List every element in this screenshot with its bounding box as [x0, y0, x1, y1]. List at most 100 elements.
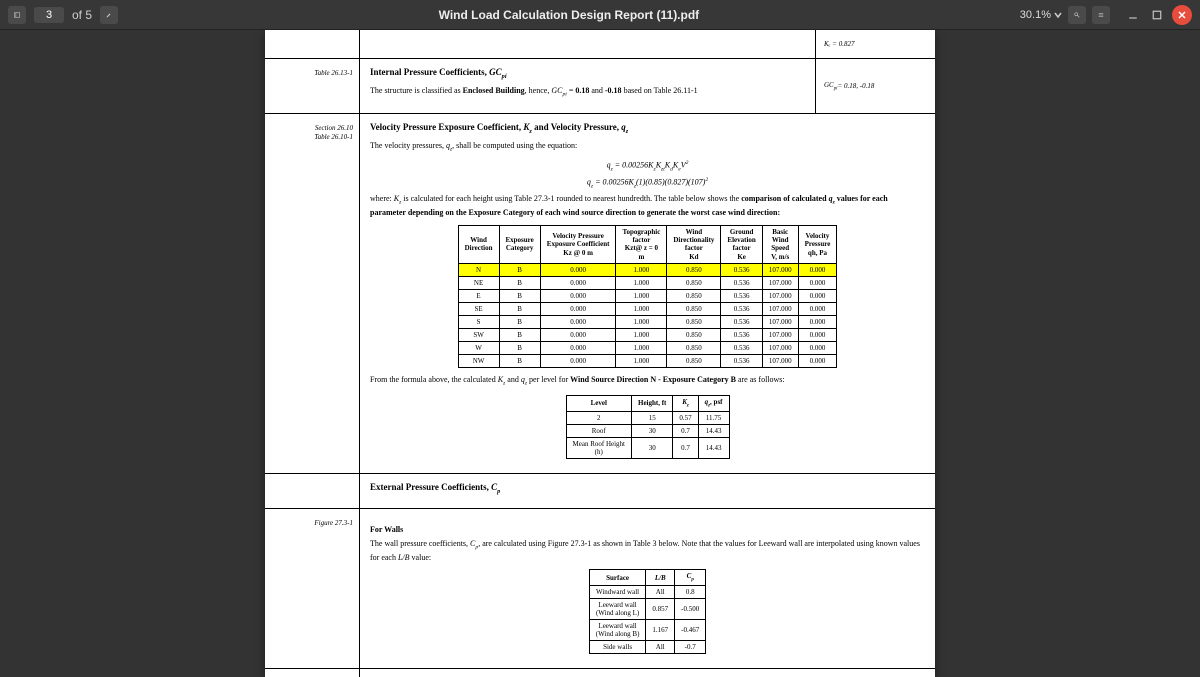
- table-header: Cp: [675, 570, 706, 586]
- page-count-label: of 5: [72, 8, 92, 22]
- table-cell: 107.000: [762, 329, 798, 342]
- table-cell: 0.850: [667, 303, 721, 316]
- table-cell: 1.000: [616, 355, 667, 368]
- table-cell: 0.536: [721, 303, 762, 316]
- equation: qz = 0.00256KzKztKdKeV2: [370, 160, 925, 172]
- table-cell: 0.7: [673, 437, 698, 458]
- table-cell: 0.7: [673, 424, 698, 437]
- table-cell: 15: [632, 411, 673, 424]
- table-cell: B: [499, 290, 540, 303]
- table-row: 2150.5711.75: [566, 411, 729, 424]
- table-cell: 107.000: [762, 290, 798, 303]
- table-cell: 1.000: [616, 316, 667, 329]
- pdf-toolbar: of 5 Wind Load Calculation Design Report…: [0, 0, 1200, 30]
- table-cell: 14.43: [698, 437, 729, 458]
- table-row: NB0.0001.0000.8500.536107.0000.000: [458, 264, 837, 277]
- zoom-level-label: 30.1%: [1020, 9, 1051, 21]
- table-cell: 107.000: [762, 277, 798, 290]
- table-cell: 107.000: [762, 316, 798, 329]
- side-reference: [265, 474, 360, 508]
- table-row: WB0.0001.0000.8500.536107.0000.000: [458, 342, 837, 355]
- side-reference: Section 26.10 Table 26.10-1: [265, 114, 360, 473]
- table-cell: 0.850: [667, 355, 721, 368]
- table-row: Side wallsAll-0.7: [589, 641, 706, 654]
- body-text: The wall pressure coefficients, Cp, are …: [370, 538, 925, 564]
- table-cell: 0.850: [667, 329, 721, 342]
- table-cell: 1.000: [616, 329, 667, 342]
- table-header: Velocity Pressure Exposure Coefficient K…: [540, 225, 616, 264]
- table-row: Mean Roof Height (h)300.714.43: [566, 437, 729, 458]
- table-cell: 0.536: [721, 264, 762, 277]
- table-cell: 0.000: [540, 277, 616, 290]
- table-cell: 0.000: [540, 355, 616, 368]
- section-walls: Figure 27.3-1 For Walls The wall pressur…: [265, 509, 935, 670]
- table-row: Windward wallAll0.8: [589, 586, 706, 599]
- body-text: where: Kz is calculated for each height …: [370, 193, 925, 219]
- zoom-dropdown[interactable]: 30.1%: [1020, 9, 1062, 21]
- body-text: The structure is classified as Enclosed …: [370, 85, 805, 99]
- edit-icon[interactable]: [100, 6, 118, 24]
- sub-heading: For Walls: [370, 525, 925, 534]
- section-external-pressure-heading: External Pressure Coefficients, Cp: [265, 474, 935, 509]
- side-reference: [265, 30, 360, 58]
- table-cell: 0.536: [721, 277, 762, 290]
- table-cell: 0.536: [721, 342, 762, 355]
- sidebar-toggle-icon[interactable]: [8, 6, 26, 24]
- table-cell: 1.000: [616, 277, 667, 290]
- table-cell: 0.536: [721, 316, 762, 329]
- document-title: Wind Load Calculation Design Report (11)…: [118, 8, 1020, 22]
- table-cell: 1.167: [646, 620, 675, 641]
- table-row: EB0.0001.0000.8500.536107.0000.000: [458, 290, 837, 303]
- table-header: Kz: [673, 395, 698, 411]
- table-cell: S: [458, 316, 499, 329]
- table-cell: 0.850: [667, 264, 721, 277]
- body-text: The velocity pressures, qz, shall be com…: [370, 140, 925, 154]
- section-heading: Velocity Pressure Exposure Coefficient, …: [370, 122, 925, 135]
- level-table: LevelHeight, ftKzqz, psf2150.5711.75Roof…: [566, 395, 730, 459]
- table-cell: 0.000: [798, 355, 837, 368]
- table-cell: Mean Roof Height (h): [566, 437, 632, 458]
- close-icon[interactable]: [1172, 5, 1192, 25]
- section-heading: External Pressure Coefficients, Cp: [370, 482, 925, 495]
- table-header: Wind Direction: [458, 225, 499, 264]
- table-cell: 0.000: [798, 264, 837, 277]
- side-reference: Figure 27.3-1: [265, 509, 360, 669]
- table-cell: 107.000: [762, 355, 798, 368]
- search-icon[interactable]: [1068, 6, 1086, 24]
- minimize-icon[interactable]: [1124, 6, 1142, 24]
- table-row: SWB0.0001.0000.8500.536107.0000.000: [458, 329, 837, 342]
- table-cell: 0.850: [667, 277, 721, 290]
- table-cell: B: [499, 264, 540, 277]
- table-cell: All: [646, 586, 675, 599]
- table-header: L/B: [646, 570, 675, 586]
- table-cell: 0.000: [798, 277, 837, 290]
- table-cell: -0.467: [675, 620, 706, 641]
- pdf-page: Kₑ = 0.827 Table 26.13-1 Internal Pressu…: [265, 30, 935, 677]
- table-cell: 0.000: [540, 290, 616, 303]
- table-cell: 0.000: [540, 329, 616, 342]
- margin-note: Kₑ = 0.827: [815, 30, 935, 58]
- table-row: NEB0.0001.0000.8500.536107.0000.000: [458, 277, 837, 290]
- table-cell: -0.500: [675, 599, 706, 620]
- table-cell: 0.8: [675, 586, 706, 599]
- table-cell: 0.536: [721, 355, 762, 368]
- table-cell: B: [499, 355, 540, 368]
- page-number-input[interactable]: [34, 7, 64, 23]
- table-row: NWB0.0001.0000.8500.536107.0000.000: [458, 355, 837, 368]
- table-cell: 107.000: [762, 303, 798, 316]
- pdf-viewport[interactable]: Kₑ = 0.827 Table 26.13-1 Internal Pressu…: [0, 30, 1200, 677]
- menu-icon[interactable]: [1092, 6, 1110, 24]
- table-cell: 0.000: [540, 316, 616, 329]
- table-header: Topographic factor Kzt@ z = 0 m: [616, 225, 667, 264]
- table-cell: 0.536: [721, 329, 762, 342]
- table-header: Surface: [589, 570, 646, 586]
- section-velocity-pressure: Section 26.10 Table 26.10-1 Velocity Pre…: [265, 114, 935, 474]
- table-cell: Side walls: [589, 641, 646, 654]
- section-internal-pressure: Table 26.13-1 Internal Pressure Coeffici…: [265, 59, 935, 114]
- table-cell: 0.000: [798, 290, 837, 303]
- maximize-icon[interactable]: [1148, 6, 1166, 24]
- side-reference: Figure 27.3-1: [265, 669, 360, 677]
- table-cell: 0.000: [798, 316, 837, 329]
- table-cell: Roof: [566, 424, 632, 437]
- table-header: Wind Directionality factor Kd: [667, 225, 721, 264]
